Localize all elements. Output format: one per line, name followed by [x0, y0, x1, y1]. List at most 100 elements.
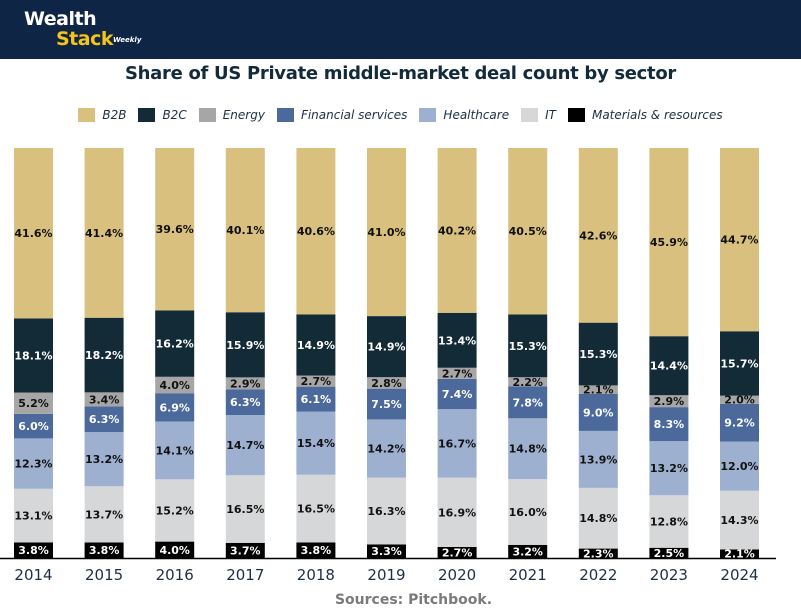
- logo-stack-text: Stack: [56, 28, 113, 50]
- data-label-b2b-2022: 42.6%: [579, 229, 617, 242]
- bar-group-2021: 3.2%16.0%14.8%7.8%2.2%15.3%40.5%: [508, 148, 547, 558]
- data-label-energy-2024: 2.0%: [724, 394, 755, 407]
- legend-swatch: [78, 108, 95, 122]
- data-label-healthcare-2023: 13.2%: [650, 462, 688, 475]
- bar-group-2020: 2.7%16.9%16.7%7.4%2.7%13.4%40.2%: [438, 148, 477, 559]
- data-label-it-2022: 14.8%: [579, 512, 617, 525]
- data-label-energy-2021: 2.2%: [512, 376, 543, 389]
- x-tick-label-2023: 2023: [650, 566, 688, 584]
- data-label-materials-and-resources-2018: 3.8%: [301, 544, 332, 557]
- data-label-materials-and-resources-2014: 3.8%: [18, 544, 49, 557]
- data-label-energy-2017: 2.9%: [230, 377, 261, 390]
- data-label-financial-services-2016: 6.9%: [159, 401, 190, 414]
- x-tick-label-2018: 2018: [297, 566, 335, 584]
- bar-group-2019: 3.3% 16.3% 14.2% 7.5% 2.8% 14.9% 41.0%: [367, 148, 406, 558]
- data-label-financial-services-2022: 9.0%: [583, 406, 614, 419]
- legend-swatch: [277, 108, 294, 122]
- legend-item-b2b: B2B: [78, 108, 126, 122]
- data-label-healthcare-2014: 12.3%: [14, 458, 52, 471]
- data-label-b2c-2016: 16.2%: [156, 338, 194, 351]
- legend-swatch: [568, 108, 585, 122]
- data-label-healthcare-2022: 13.9%: [579, 453, 617, 466]
- data-label-healthcare-2015: 13.2%: [85, 453, 123, 466]
- stacked-bar-chart: 3.8%13.1%12.3%6.0%5.2%18.1%41.6%20143.8%…: [0, 140, 801, 590]
- legend-item-materials-and-resources: Materials & resources: [568, 108, 723, 122]
- data-label-b2c-2022: 15.3%: [579, 348, 617, 361]
- bar-group-2014: 3.8%13.1%12.3%6.0%5.2%18.1%41.6%: [14, 148, 53, 558]
- data-label-financial-services-2017: 6.3%: [230, 396, 261, 409]
- data-label-financial-services-2019: 7.5%: [371, 398, 402, 411]
- bar-group-2015: 3.8%13.7%13.2%6.3%3.4%18.2%41.4%: [85, 148, 124, 558]
- data-label-healthcare-2020: 16.7%: [438, 437, 476, 450]
- data-label-energy-2016: 4.0%: [159, 379, 190, 392]
- legend-swatch: [138, 108, 155, 122]
- data-label-healthcare-2018: 15.4%: [297, 437, 335, 450]
- x-tick-label-2021: 2021: [509, 566, 547, 584]
- x-tick-label-2015: 2015: [85, 566, 123, 584]
- logo-tagline: Weekly: [113, 36, 141, 44]
- data-label-energy-2023: 2.9%: [654, 395, 685, 408]
- data-label-b2c-2020: 13.4%: [438, 334, 476, 347]
- data-label-b2b-2019: 41.0%: [367, 226, 405, 239]
- data-label-b2b-2021: 40.5%: [509, 225, 547, 238]
- legend-swatch: [419, 108, 436, 122]
- data-label-healthcare-2024: 12.0%: [720, 460, 758, 473]
- legend-label: B2C: [162, 108, 186, 122]
- data-label-financial-services-2021: 7.8%: [512, 396, 543, 409]
- bar-group-2024: 2.1%14.3%12.0%9.2%2.0%15.7%44.7%: [720, 148, 759, 561]
- data-label-it-2020: 16.9%: [438, 506, 476, 519]
- data-label-b2c-2017: 15.9%: [226, 339, 264, 352]
- data-label-b2b-2016: 39.6%: [156, 223, 194, 236]
- x-tick-label-2020: 2020: [438, 566, 476, 584]
- chart-title: Share of US Private middle-market deal c…: [0, 63, 801, 84]
- data-label-it-2015: 13.7%: [85, 508, 123, 521]
- legend-label: Healthcare: [443, 108, 509, 122]
- data-label-healthcare-2017: 14.7%: [226, 439, 264, 452]
- legend-swatch: [199, 108, 216, 122]
- data-label-financial-services-2020: 7.4%: [442, 388, 473, 401]
- chart-legend: B2B B2C Energy Financial services Healthcare…: [0, 108, 801, 122]
- data-label-healthcare-2019: 14.2%: [367, 443, 405, 456]
- data-label-it-2019: 16.3%: [367, 505, 405, 518]
- data-label-materials-and-resources-2017: 3.7%: [230, 544, 261, 557]
- data-label-it-2024: 14.3%: [720, 514, 758, 527]
- data-label-financial-services-2015: 6.3%: [89, 413, 120, 426]
- data-label-b2c-2019: 14.9%: [367, 341, 405, 354]
- data-label-it-2016: 15.2%: [156, 504, 194, 517]
- data-label-financial-services-2024: 9.2%: [724, 417, 755, 430]
- data-label-financial-services-2018: 6.1%: [301, 393, 332, 406]
- data-label-it-2021: 16.0%: [509, 506, 547, 519]
- bar-group-2016: 4.0%15.2%14.1%6.9%4.0%16.2%39.6%: [155, 148, 194, 558]
- data-label-materials-and-resources-2019: 3.3%: [371, 545, 402, 558]
- data-label-b2b-2024: 44.7%: [720, 234, 758, 247]
- x-tick-label-2014: 2014: [14, 566, 52, 584]
- legend-item-it: IT: [521, 108, 556, 122]
- legend-swatch: [521, 108, 538, 122]
- data-label-financial-services-2023: 8.3%: [654, 418, 685, 431]
- data-label-energy-2019: 2.8%: [371, 377, 402, 390]
- data-label-b2c-2021: 15.3%: [509, 340, 547, 353]
- bar-group-2023: 2.5%12.8%13.2%8.3%2.9%14.4%45.9%: [649, 148, 688, 560]
- data-label-b2b-2015: 41.4%: [85, 227, 123, 240]
- data-label-b2c-2015: 18.2%: [85, 349, 123, 362]
- x-tick-label-2017: 2017: [226, 566, 264, 584]
- source-note: Sources: Pitchbook.: [0, 592, 801, 608]
- legend-item-b2c: B2C: [138, 108, 186, 122]
- legend-label: IT: [545, 108, 556, 122]
- data-label-healthcare-2021: 14.8%: [509, 443, 547, 456]
- data-label-materials-and-resources-2020: 2.7%: [442, 546, 473, 559]
- data-label-b2c-2014: 18.1%: [14, 349, 52, 362]
- data-label-b2c-2023: 14.4%: [650, 360, 688, 373]
- bar-group-2018: 3.8%16.5%15.4%6.1%2.7%14.9%40.6%: [296, 148, 335, 558]
- data-label-b2b-2020: 40.2%: [438, 224, 476, 237]
- legend-item-energy: Energy: [199, 108, 265, 122]
- data-label-materials-and-resources-2016: 4.0%: [159, 544, 190, 557]
- x-tick-label-2022: 2022: [579, 566, 617, 584]
- legend-label: Materials & resources: [592, 108, 723, 122]
- logo-wealth-text: Wealth: [24, 8, 96, 30]
- x-tick-label-2024: 2024: [720, 566, 758, 584]
- data-label-it-2023: 12.8%: [650, 516, 688, 529]
- legend-item-financial-services: Financial services: [277, 108, 407, 122]
- data-label-financial-services-2014: 6.0%: [18, 420, 49, 433]
- data-label-energy-2018: 2.7%: [301, 375, 332, 388]
